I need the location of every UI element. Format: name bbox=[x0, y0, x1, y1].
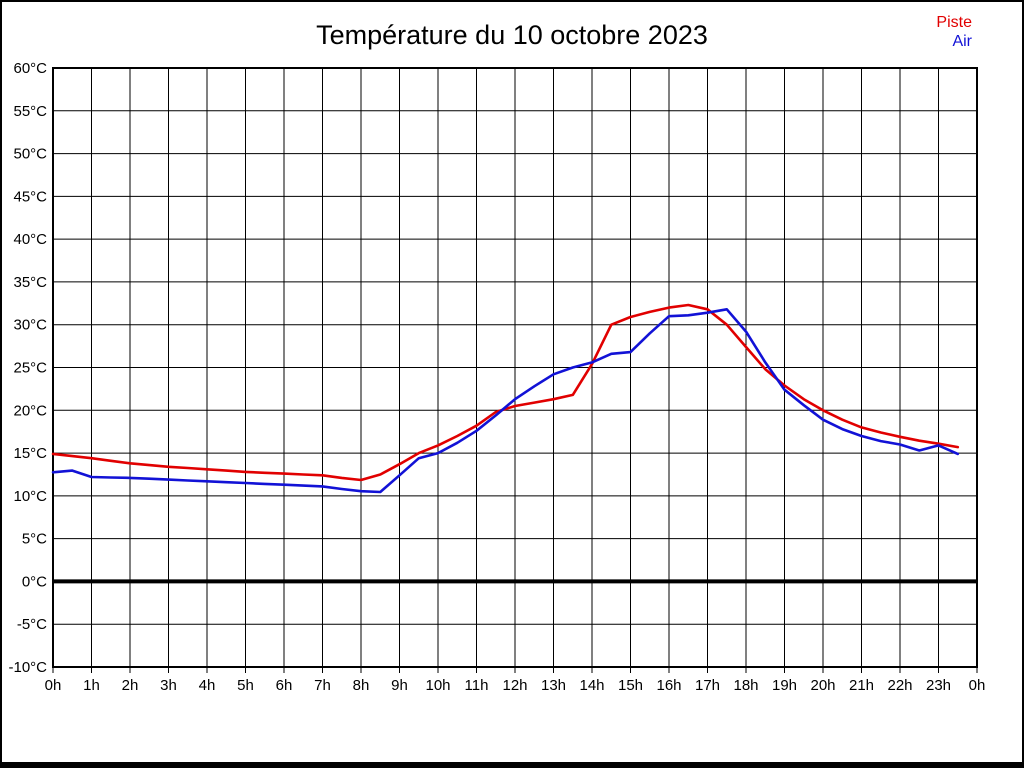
x-tick-label: 20h bbox=[810, 677, 835, 694]
series-line-piste bbox=[51, 303, 960, 482]
x-tick-label: 18h bbox=[733, 677, 758, 694]
x-tick-label: 11h bbox=[465, 677, 489, 694]
y-tick-label: 20°C bbox=[13, 402, 47, 419]
y-tick-label: -10°C bbox=[8, 659, 47, 676]
y-tick-label: 35°C bbox=[13, 274, 47, 291]
x-tick-label: 7h bbox=[314, 677, 331, 694]
y-tick-label: 50°C bbox=[13, 146, 47, 163]
x-tick-label: 12h bbox=[502, 677, 527, 694]
x-tick-label: 9h bbox=[391, 677, 408, 694]
x-tick-label: 0h bbox=[969, 677, 986, 694]
x-tick-label: 15h bbox=[618, 677, 643, 694]
series-lines bbox=[51, 303, 960, 494]
x-tick-label: 10h bbox=[425, 677, 450, 694]
series-line-air bbox=[51, 307, 960, 494]
y-tick-label: 0°C bbox=[22, 573, 47, 590]
x-tick-labels: 0h 1h 2h 3h 4h 5h 6h 7h 8h 9h 10h 11h 12h 13h 14h 15h 16… bbox=[45, 677, 986, 694]
x-tick-label: 13h bbox=[541, 677, 566, 694]
x-tick-label: 6h bbox=[276, 677, 293, 694]
legend-item-piste: Piste bbox=[936, 14, 972, 31]
y-tick-label: 15°C bbox=[13, 445, 47, 462]
y-tick-label: 5°C bbox=[22, 531, 47, 548]
x-tick-label: 22h bbox=[887, 677, 912, 694]
y-tick-label: -5°C bbox=[17, 616, 47, 633]
y-tick-label: 40°C bbox=[13, 231, 47, 248]
y-tick-label: 25°C bbox=[13, 360, 47, 377]
x-tick-label: 5h bbox=[237, 677, 254, 694]
x-tick-label: 23h bbox=[926, 677, 951, 694]
x-tick-label: 3h bbox=[160, 677, 177, 694]
x-tick-label: 14h bbox=[579, 677, 604, 694]
x-tick-label: 0h bbox=[45, 677, 62, 694]
y-tick-label: 45°C bbox=[13, 188, 47, 205]
y-tick-label: 55°C bbox=[13, 103, 47, 120]
legend-item-air: Air bbox=[952, 33, 972, 50]
legend: Piste Air bbox=[936, 13, 972, 51]
x-tick-label: 8h bbox=[353, 677, 370, 694]
x-tick-label: 17h bbox=[695, 677, 720, 694]
x-tick-label: 21h bbox=[849, 677, 874, 694]
chart-title: Température du 10 octobre 2023 bbox=[316, 20, 708, 50]
x-tick-label: 2h bbox=[122, 677, 139, 694]
x-tick-label: 16h bbox=[656, 677, 681, 694]
y-tick-label: 10°C bbox=[13, 488, 47, 505]
x-tick-marks bbox=[52, 667, 978, 673]
y-tick-labels: 60°C 55°C 50°C 45°C 40°C 35°C 30°C 25°C 20°C 15°C… bbox=[8, 60, 47, 676]
y-tick-label: 60°C bbox=[13, 60, 47, 77]
y-tick-label: 30°C bbox=[13, 317, 47, 334]
x-tick-label: 19h bbox=[772, 677, 797, 694]
x-tick-label: 4h bbox=[199, 677, 216, 694]
x-tick-label: 1h bbox=[83, 677, 100, 694]
